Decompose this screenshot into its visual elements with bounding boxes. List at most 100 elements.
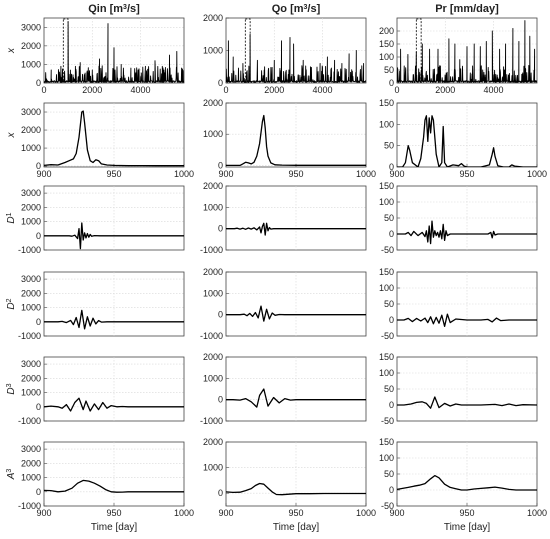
column-title-pr: Pr [mm/day] bbox=[435, 3, 499, 15]
y-tick-label: 50 bbox=[384, 65, 394, 75]
y-tick-label: 50 bbox=[384, 469, 394, 479]
x-tick-label: 950 bbox=[459, 169, 474, 179]
series-line bbox=[44, 397, 184, 412]
x-tick-label: 900 bbox=[218, 508, 233, 518]
y-tick-label: 0 bbox=[389, 162, 394, 172]
x-tick-label: 1000 bbox=[174, 169, 194, 179]
series-line bbox=[397, 115, 537, 167]
y-tick-label: -1000 bbox=[200, 416, 223, 426]
y-tick-label: -1000 bbox=[18, 331, 41, 341]
y-tick-label: -50 bbox=[381, 416, 394, 426]
panel-r3-c0: -1000 0 1000 2000 3000 D2 bbox=[6, 271, 185, 341]
series-line bbox=[226, 114, 366, 167]
zoom-window-box bbox=[244, 18, 251, 83]
x-tick-label: 4000 bbox=[131, 85, 151, 95]
x-tick-label: 2000 bbox=[264, 85, 284, 95]
axes-frame bbox=[225, 356, 367, 422]
panel-r3-c2: -50 0 50 100 150 bbox=[379, 267, 538, 341]
y-tick-label: 3000 bbox=[21, 107, 41, 117]
series-line bbox=[44, 21, 184, 83]
y-tick-label: 1000 bbox=[21, 143, 41, 153]
zoom-window-box bbox=[62, 18, 69, 83]
y-tick-label: 0 bbox=[389, 400, 394, 410]
y-tick-label: 100 bbox=[379, 197, 394, 207]
y-tick-label: 0 bbox=[218, 78, 223, 88]
panel-r3-c1: -1000 0 1000 2000 bbox=[200, 267, 367, 341]
y-tick-label: 0 bbox=[36, 231, 41, 241]
x-tick-label: 0 bbox=[41, 85, 46, 95]
y-tick-label: 1000 bbox=[203, 129, 223, 139]
y-axis-label-d2: D2 bbox=[6, 298, 18, 309]
panel-r0-c0: 0 1000 2000 3000 0 2000 4000 x bbox=[6, 17, 185, 95]
y-tick-label: 2000 bbox=[21, 288, 41, 298]
axes-frame bbox=[396, 102, 538, 168]
y-tick-label: 0 bbox=[36, 487, 41, 497]
y-tick-label: 2000 bbox=[203, 181, 223, 191]
y-tick-label: 150 bbox=[379, 352, 394, 362]
y-tick-label: 2000 bbox=[21, 458, 41, 468]
y-tick-label: -1000 bbox=[18, 245, 41, 255]
y-tick-label: 100 bbox=[379, 453, 394, 463]
series-line bbox=[397, 220, 537, 245]
x-tick-label: 900 bbox=[36, 508, 51, 518]
series-line bbox=[226, 222, 366, 236]
y-tick-label: 2000 bbox=[203, 437, 223, 447]
y-tick-label: 3000 bbox=[21, 22, 41, 32]
y-tick-label: 100 bbox=[379, 368, 394, 378]
column-title-qin: Qin [m3/s] bbox=[88, 3, 140, 15]
series-line bbox=[397, 396, 537, 409]
y-tick-label: -1000 bbox=[200, 245, 223, 255]
series-line bbox=[226, 388, 366, 408]
y-tick-label: 100 bbox=[379, 52, 394, 62]
y-tick-label: 150 bbox=[379, 437, 394, 447]
panel-r4-c0: -1000 0 1000 2000 3000 D3 bbox=[6, 356, 185, 426]
y-tick-label: 1000 bbox=[21, 473, 41, 483]
x-tick-label: 1000 bbox=[174, 508, 194, 518]
y-tick-label: 0 bbox=[36, 161, 41, 171]
x-tick-label: 950 bbox=[106, 508, 121, 518]
panel-r1-c0: 0 1000 2000 3000 900 950 1000 x bbox=[6, 102, 194, 179]
x-tick-label: 2000 bbox=[82, 85, 102, 95]
y-tick-label: 0 bbox=[218, 395, 223, 405]
series-line bbox=[44, 479, 184, 493]
y-tick-label: 150 bbox=[379, 181, 394, 191]
y-tick-label: 150 bbox=[379, 39, 394, 49]
y-tick-label: -1000 bbox=[200, 331, 223, 341]
y-tick-label: 2000 bbox=[21, 202, 41, 212]
series-line bbox=[397, 313, 537, 328]
y-tick-label: 50 bbox=[384, 141, 394, 151]
y-axis-label-x_zoom: x bbox=[6, 132, 17, 139]
panel-r1-c2: 0 50 100 150 900 950 1000 bbox=[379, 98, 547, 179]
y-tick-label: 1000 bbox=[203, 463, 223, 473]
y-tick-label: 2000 bbox=[21, 373, 41, 383]
panel-r4-c1: -1000 0 1000 2000 bbox=[200, 352, 367, 426]
series-line bbox=[44, 309, 184, 330]
series-line bbox=[226, 305, 366, 322]
y-tick-label: 0 bbox=[36, 402, 41, 412]
y-tick-label: -50 bbox=[381, 501, 394, 511]
y-tick-label: 2000 bbox=[21, 125, 41, 135]
x-tick-label: 1000 bbox=[527, 169, 547, 179]
y-tick-label: 1000 bbox=[203, 288, 223, 298]
axes-frame bbox=[43, 271, 185, 337]
y-tick-label: 2000 bbox=[203, 13, 223, 23]
y-tick-label: 0 bbox=[389, 485, 394, 495]
axes-frame bbox=[225, 441, 367, 507]
y-tick-label: 2000 bbox=[203, 98, 223, 108]
panel-r5-c2: -50 0 50 100 150 900 950 1000 bbox=[379, 437, 547, 518]
y-tick-label: 1000 bbox=[21, 217, 41, 227]
axes-frame bbox=[43, 356, 185, 422]
column-title-qo: Qo [m3/s] bbox=[272, 3, 321, 15]
y-tick-label: 3000 bbox=[21, 359, 41, 369]
y-tick-label: 200 bbox=[379, 26, 394, 36]
axes-frame bbox=[225, 185, 367, 251]
y-tick-label: 50 bbox=[384, 213, 394, 223]
y-axis-label-d1: D1 bbox=[6, 212, 18, 223]
y-tick-label: 1000 bbox=[203, 373, 223, 383]
x-tick-label: 1000 bbox=[356, 508, 376, 518]
y-tick-label: 0 bbox=[218, 160, 223, 170]
x-tick-label: 950 bbox=[288, 508, 303, 518]
y-tick-label: 0 bbox=[218, 488, 223, 498]
series-line bbox=[226, 33, 366, 83]
